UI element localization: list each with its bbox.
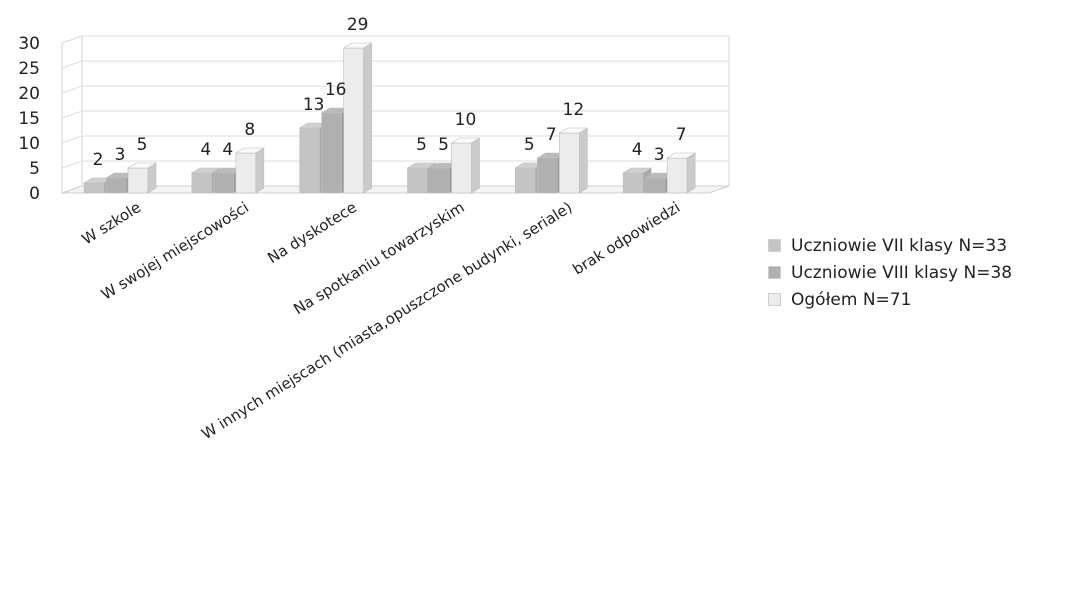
gridline [61, 110, 729, 119]
gridline [61, 85, 729, 94]
bar-front [407, 167, 428, 194]
gridlines [61, 35, 729, 169]
bar-front [83, 182, 105, 194]
data-label: 4 [200, 140, 211, 160]
data-label: 4 [632, 140, 643, 160]
legend-label: Uczniowie VIII klasy N=38 [791, 262, 1013, 283]
bar-top [234, 147, 265, 154]
data-label: 29 [347, 15, 369, 35]
bar [234, 147, 265, 194]
data-label: 8 [244, 120, 255, 140]
y-tick-label: 0 [29, 184, 40, 204]
bar-front [515, 167, 536, 194]
gridline [61, 160, 729, 169]
legend-item: Uczniowie VII klasy N=33 [768, 232, 1012, 259]
data-label: 3 [654, 145, 665, 165]
category-label: brak odpowiedzi [569, 198, 683, 278]
bar-top [126, 162, 158, 169]
y-tick-label: 10 [18, 134, 40, 154]
legend-label: Ogółem N=71 [791, 289, 912, 310]
legend: Uczniowie VII klasy N=33 Uczniowie VIII … [768, 232, 1012, 313]
data-label: 7 [546, 125, 557, 145]
y-tick-label: 25 [18, 59, 40, 79]
legend-item: Uczniowie VIII klasy N=38 [768, 259, 1012, 286]
bar [558, 127, 589, 194]
category-label: Na spotkaniu towarzyskim [290, 198, 467, 318]
category-label: Na dyskotece [264, 198, 359, 267]
bar-front [321, 112, 342, 194]
bar [666, 152, 697, 194]
bar-side [363, 42, 372, 194]
category-label: W szkole [79, 198, 145, 248]
bar-front [127, 167, 149, 194]
legend-label: Uczniowie VII klasy N=33 [791, 235, 1008, 256]
bar-top [190, 167, 221, 174]
bar-front [451, 142, 472, 194]
bar-front [429, 167, 450, 194]
data-label: 10 [455, 110, 477, 130]
data-label: 5 [137, 135, 148, 155]
bar-top [342, 42, 373, 49]
category-label: W innych miejscach (miasta,opuszczone bu… [198, 198, 575, 443]
bar-front [213, 172, 235, 194]
y-axis-ticks: 0 5 10 15 20 25 30 [18, 34, 40, 204]
data-label: 12 [563, 100, 585, 120]
y-tick-label: 20 [18, 84, 40, 104]
bar-side [471, 137, 480, 194]
bar-side [686, 152, 696, 194]
bar [450, 137, 481, 194]
data-label: 4 [222, 140, 233, 160]
data-label: 2 [93, 150, 104, 170]
bar-side [579, 127, 588, 194]
legend-swatch [768, 239, 781, 252]
bar-front [559, 132, 580, 194]
bar-top [406, 162, 437, 169]
bar [126, 162, 158, 194]
data-label: 5 [524, 135, 535, 155]
data-label: 5 [416, 135, 427, 155]
bar-front [622, 172, 644, 194]
gridline [61, 35, 729, 44]
bars [82, 42, 697, 194]
bar-front [235, 152, 257, 194]
bar-front [299, 127, 320, 194]
bar [342, 42, 373, 194]
y-tick-label: 15 [18, 109, 40, 129]
data-label: 7 [676, 125, 687, 145]
bar-top [622, 167, 653, 174]
gridline [61, 60, 729, 69]
gridline [61, 135, 729, 144]
bar-top [558, 127, 589, 134]
data-label: 3 [115, 145, 126, 165]
bar-front [644, 177, 666, 194]
data-label: 13 [303, 95, 325, 115]
legend-swatch [768, 293, 781, 306]
y-tick-label: 5 [29, 159, 40, 179]
bar [622, 167, 653, 194]
bar-top [666, 152, 697, 159]
legend-swatch [768, 266, 781, 279]
bar-front [537, 157, 558, 194]
bar-front [105, 177, 127, 194]
bar-front [191, 172, 213, 194]
data-label: 5 [438, 135, 449, 155]
bar-front [343, 47, 364, 194]
y-tick-label: 30 [18, 34, 40, 54]
bar-front [666, 157, 688, 194]
legend-item: Ogółem N=71 [768, 286, 1012, 313]
bar-side [255, 147, 265, 194]
bar-top [450, 137, 481, 144]
data-label: 16 [325, 80, 347, 100]
